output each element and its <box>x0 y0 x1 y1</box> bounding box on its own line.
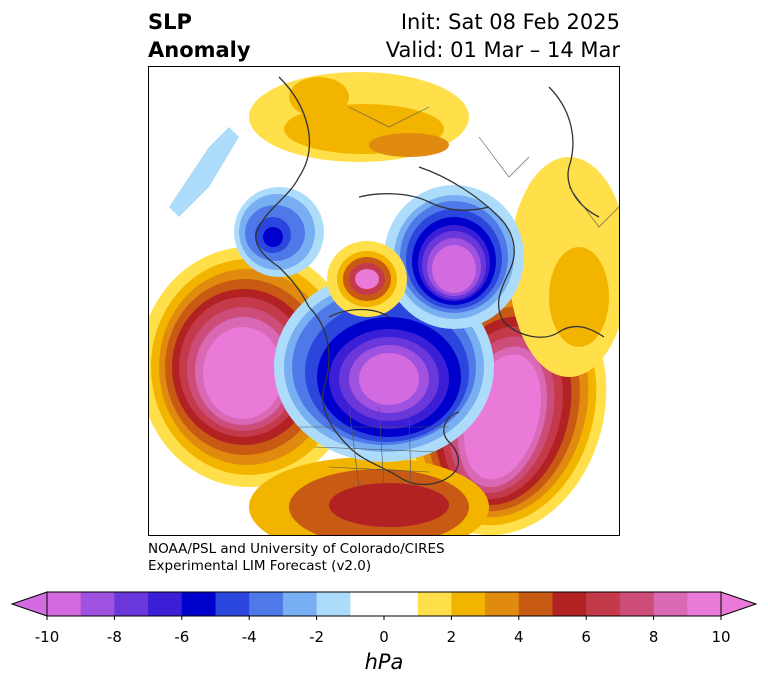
colorbar-segment <box>181 592 216 616</box>
colorbar-segment <box>316 592 351 616</box>
colorbar-tick-label: 10 <box>711 628 731 646</box>
credits-line1: NOAA/PSL and University of Colorado/CIRE… <box>148 541 445 557</box>
slp-anomaly-map <box>149 72 619 535</box>
colorbar-segment <box>687 592 722 616</box>
colorbar-tick-label: -6 <box>174 628 190 646</box>
colorbar-segment <box>80 592 115 616</box>
colorbar-segment <box>249 592 284 616</box>
colorbar-segment <box>653 592 688 616</box>
colorbar-tick-marks <box>46 616 722 620</box>
colorbar-segment <box>451 592 486 616</box>
colorbar-segment <box>350 592 385 616</box>
gulf-high-anomaly <box>249 457 489 535</box>
colorbar-segment <box>47 592 82 616</box>
colorbar-tick-label: 4 <box>514 628 524 646</box>
colorbar-segment <box>586 592 621 616</box>
title-block-right: Init: Sat 08 Feb 2025 Valid: 01 Mar – 14… <box>386 8 620 64</box>
colorbar-segment <box>518 592 553 616</box>
pacific-low-streak <box>169 127 239 217</box>
colorbar-tick-label: 2 <box>446 628 457 646</box>
colorbar-tick-label: -4 <box>241 628 257 646</box>
colorbar-tick-label: 0 <box>379 628 389 646</box>
colorbar-segment <box>417 592 452 616</box>
colorbar-segment <box>148 592 183 616</box>
colorbar-tick-label: -2 <box>309 628 325 646</box>
colorbar-tick-label: -10 <box>34 628 60 646</box>
init-date: Init: Sat 08 Feb 2025 <box>400 10 620 34</box>
colorbar-tick-labels: -10 -8 -6 -4 -2 0 2 4 6 8 10 <box>0 628 768 648</box>
colorbar-segment <box>384 592 419 616</box>
colorbar-units: hPa <box>364 650 404 674</box>
colorbar <box>10 591 758 620</box>
colorbar-left-extension <box>10 591 48 617</box>
colorbar-segment <box>619 592 655 616</box>
colorbar-segment <box>282 592 318 616</box>
colorbar-segment <box>215 592 250 616</box>
bering-low-anomaly <box>234 187 324 277</box>
title-block-left: SLP Anomaly <box>148 8 251 64</box>
colorbar-segment <box>114 592 149 616</box>
map-panel <box>148 66 620 536</box>
east-siberian-high-anomaly <box>327 241 407 317</box>
colorbar-segment <box>485 592 520 616</box>
colorbar-segments <box>47 592 722 616</box>
colorbar-right-extension <box>720 591 758 617</box>
valid-range: Valid: 01 Mar – 14 Mar <box>385 38 620 62</box>
barents-low-anomaly <box>384 185 524 329</box>
pacific-high-anomaly <box>149 247 359 487</box>
colorbar-tick-label: 6 <box>581 628 591 646</box>
title-type: Anomaly <box>148 38 251 62</box>
credits-line2: Experimental LIM Forecast (v2.0) <box>148 558 372 574</box>
colorbar-tick-label: 8 <box>648 628 659 646</box>
siberia-high-anomaly <box>249 72 469 162</box>
credits-block: NOAA/PSL and University of Colorado/CIRE… <box>148 541 445 575</box>
colorbar-segment <box>552 592 587 616</box>
colorbar-tick-label: -8 <box>106 628 122 646</box>
political-boundaries <box>299 106 619 488</box>
title-variable: SLP <box>148 10 192 34</box>
coastlines <box>255 76 605 486</box>
